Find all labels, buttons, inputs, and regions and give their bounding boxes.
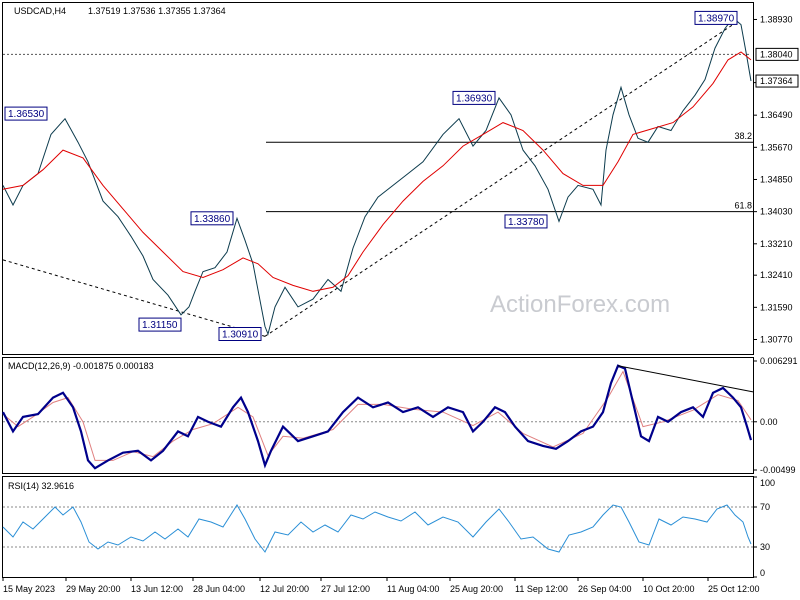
price-pane-frame [2,2,754,355]
price-tag: 1.37364 [755,74,799,88]
annotation-box [4,106,48,121]
price-y-tick-label: 1.34850 [760,174,793,184]
rsi-y-tick-label: 30 [760,542,770,552]
x-tick-label: 28 Jun 04:00 [193,584,245,594]
price-trendlines [2,24,751,337]
x-tick-label: 11 Aug 04:00 [387,584,439,594]
x-tick-label: 13 Jun 12:00 [131,584,183,594]
x-tick-label: 12 Jul 20:00 [260,584,309,594]
price-tag-box [755,47,799,61]
price-pane-symbol: USDCAD,H4 [14,6,66,16]
annotation-label: 1.36530 [8,109,45,120]
price-trendline [2,259,266,337]
macd-line-series [2,364,753,470]
price-trendline [264,24,734,337]
price-tag-label: 1.38040 [760,49,793,59]
price-levels: 38.2 61.8 [266,131,753,213]
x-tick-label: 10 Oct 20:00 [643,584,695,594]
price-y-tick-label: 1.32410 [760,270,793,280]
price-series-group [2,17,752,336]
x-tick-label: 29 May 20:00 [66,584,121,594]
price-y-axis: 1.389301.373201.364901.356701.348501.340… [754,14,799,344]
macd-y-tick-label: -0.00499 [760,465,796,475]
price-line-series [2,17,752,336]
price-y-tick-label: 1.30770 [760,334,793,344]
macd-trendline [617,365,754,393]
annotation-label: 1.38970 [698,13,735,24]
x-tick-label: 25 Aug 20:00 [450,584,503,594]
moving-average-series [2,51,752,292]
rsi-pane-title: RSI(14) 32.9616 [8,481,74,491]
macd-pane-frame [2,357,754,474]
price-y-tick-label: 1.34030 [760,207,793,217]
rsi-bands [3,506,753,548]
price-y-tick-label: 1.38930 [760,14,793,24]
annotation-box [218,326,262,341]
annotation-box [694,10,738,25]
macd-y-tick-label: 0.00 [760,417,778,427]
price-annotation: 1.31150 [138,317,182,332]
price-y-tick-label: 1.31590 [760,302,793,312]
price-pane-ohlc: 1.37519 1.37536 1.37355 1.37364 [88,6,226,16]
annotation-label: 1.36930 [456,93,493,104]
signal-line-series [2,370,752,461]
annotation-box [190,211,234,226]
x-axis: 15 May 2023 29 May 20:00 13 Jun 12:00 28 Ju… [2,577,760,594]
macd-pane-title: MACD(12,26,9) -0.001875 0.000183 [8,361,154,371]
x-tick-label: 15 May 2023 [3,584,55,594]
x-tick-label: 25 Oct 12:00 [708,584,760,594]
rsi-y-tick-label: 0 [760,568,765,578]
price-tag: 1.38040 [755,47,799,61]
price-y-tick-label: 1.36490 [760,110,793,120]
macd-y-axis: 0.006291 0.00 -0.00499 [754,356,798,475]
price-tag-box [755,74,799,88]
macd-y-tick-label: 0.006291 [760,356,798,366]
x-tick-label: 27 Jul 12:00 [321,584,370,594]
x-tick-label: 26 Sep 04:00 [578,584,632,594]
price-annotation: 1.36930 [452,90,496,105]
price-y-tick-label: 1.33210 [760,239,793,249]
rsi-line-series [2,504,752,553]
macd-series-group [2,364,753,470]
annotation-label: 1.30910 [222,329,259,340]
annotation-label: 1.33780 [508,217,545,228]
fib-level-label: 38.2 [734,131,752,141]
fib-level-label: 61.8 [734,201,752,211]
rsi-pane-frame [2,476,754,578]
rsi-y-tick-label: 70 [760,502,770,512]
price-annotation: 1.36530 [4,106,48,121]
annotation-box [504,214,548,229]
rsi-y-tick-label: 100 [760,478,775,488]
annotation-box [138,317,182,332]
price-annotations: 1.36530 1.31150 1.33860 1.30910 1.36930 1.337… [4,10,738,341]
rsi-y-axis: 100 70 30 0 [754,476,775,578]
price-annotation: 1.33860 [190,211,234,226]
price-y-tick-label: 1.35670 [760,142,793,152]
annotation-label: 1.31150 [142,320,178,331]
annotation-box [452,90,496,105]
price-annotation: 1.30910 [218,326,262,341]
price-annotation: 1.38970 [694,10,738,25]
macd-trendline [617,365,754,393]
watermark: ActionForex.com [490,291,670,318]
price-annotation: 1.33780 [504,214,548,229]
x-tick-label: 11 Sep 12:00 [515,584,568,594]
rsi-series-group [2,504,752,553]
annotation-label: 1.33860 [194,214,231,225]
price-tag-label: 1.37364 [760,76,793,86]
